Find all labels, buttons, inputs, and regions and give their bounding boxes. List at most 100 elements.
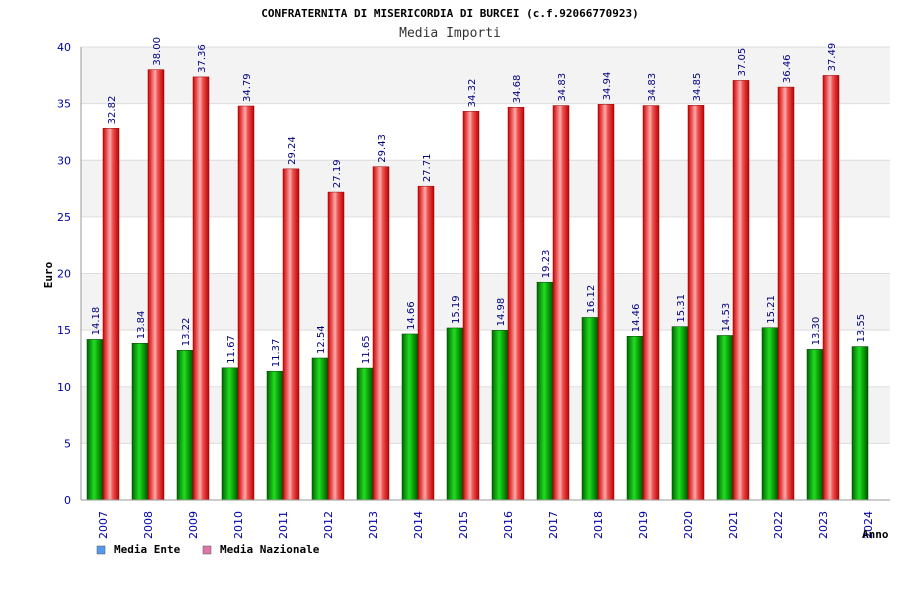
y-tick-label: 10 [57,381,71,394]
legend-swatch-media-nazionale [202,545,212,555]
bar-media-ente-2010 [221,367,239,501]
data-label: 34.83 [647,73,658,102]
x-tick-label: 2017 [547,511,560,539]
data-label: 34.94 [602,72,613,101]
bar-media-ente-2019 [626,335,644,501]
data-label: 11.37 [271,339,282,368]
x-tick-label: 2013 [367,511,380,539]
bar-media-nazionale-2020 [687,105,705,501]
bar-media-nazionale-2021 [732,80,750,501]
x-tick-label: 2007 [97,511,110,539]
y-axis-label: Euro [42,261,55,288]
y-tick-label: 15 [57,324,71,337]
axes [80,47,890,501]
bar-media-nazionale-2019 [642,105,660,501]
y-tick-label: 20 [57,268,71,281]
data-label: 16.12 [586,285,597,314]
grid-band [81,160,890,217]
bar-media-nazionale-2013 [372,166,390,501]
data-label: 14.18 [91,307,102,336]
data-label: 34.83 [557,73,568,102]
data-label: 11.65 [361,335,372,364]
data-label: 13.55 [856,314,867,343]
data-label: 37.05 [737,48,748,77]
x-tick-label: 2023 [817,511,830,539]
bar-media-nazionale-2015 [462,111,480,501]
x-tick-label: 2020 [682,511,695,539]
y-tick-label: 40 [57,41,71,54]
data-label: 19.23 [541,250,552,279]
bar-media-ente-2023 [806,349,824,501]
data-label: 14.66 [406,301,417,330]
bar-media-nazionale-2023 [822,75,840,501]
bar-media-nazionale-2010 [237,105,255,501]
bar-media-ente-2013 [356,367,374,501]
data-label: 38.00 [152,37,163,66]
data-label: 27.19 [332,159,343,188]
chart-subtitle: Media Importi [399,26,501,41]
legend-label-media-nazionale: Media Nazionale [220,543,320,556]
data-label: 15.31 [676,294,687,323]
bar-media-nazionale-2012 [327,191,345,501]
y-tick-label: 25 [57,211,71,224]
data-label: 34.68 [512,75,523,104]
data-label: 15.21 [766,295,777,324]
x-tick-labels: 2007 2008 2009 2010 2011 2012 2013 2014 2015 2016… [97,511,875,539]
legend: Media Ente Media Nazionale [96,543,320,556]
bar-media-ente-2018 [581,317,599,501]
grid-band [81,443,890,500]
x-tick-label: 2019 [637,511,650,539]
data-label: 34.32 [467,79,478,108]
chart-title: CONFRATERNITA DI MISERICORDIA DI BURCEI … [261,7,639,20]
bar-media-ente-2012 [311,357,329,501]
bar-media-nazionale-2008 [147,69,165,501]
bar-media-nazionale-2011 [282,168,300,501]
data-label: 32.82 [107,96,118,125]
bar-media-ente-2009 [176,350,194,501]
data-label: 34.85 [692,73,703,102]
data-label: 13.30 [811,317,822,346]
x-tick-label: 2014 [412,511,425,539]
x-tick-label: 2008 [142,511,155,539]
y-tick-label: 35 [57,98,71,111]
data-label: 13.22 [181,318,192,347]
x-tick-label: 2011 [277,511,290,539]
bar-media-ente-2015 [446,327,464,501]
x-tick-label: 2012 [322,511,335,539]
x-tick-label: 2010 [232,511,245,539]
data-label: 29.24 [287,136,298,165]
data-label: 14.98 [496,298,507,327]
bar-media-nazionale-2017 [552,105,570,501]
grid-bands [81,47,890,500]
bar-media-ente-2007 [86,339,104,501]
data-label: 14.53 [721,303,732,332]
data-label: 14.46 [631,304,642,333]
x-tick-label: 2024 [862,511,875,539]
x-tick-label: 2022 [772,511,785,539]
y-tick-label: 5 [64,437,71,450]
bar-media-ente-2016 [491,330,509,501]
legend-label-media-ente: Media Ente [114,543,181,556]
bar-media-nazionale-2007 [102,128,120,501]
bar-media-ente-2024 [851,346,869,501]
y-tick-labels: 0 5 10 15 20 25 30 35 40 [57,41,71,507]
grid-band [81,273,890,331]
data-labels: 14.18 32.82 13.84 38.00 13.22 37.36 11.67 34.79… [91,37,867,367]
bar-media-nazionale-2009 [192,76,210,501]
grid-band [81,216,890,274]
data-label: 36.46 [782,54,793,83]
data-label: 15.19 [451,295,462,324]
data-label: 11.67 [226,335,237,364]
bar-media-nazionale-2018 [597,104,615,501]
bar-media-ente-2022 [761,327,779,501]
bar-media-nazionale-2022 [777,86,795,501]
x-tick-label: 2015 [457,511,470,539]
bar-media-ente-2017 [536,281,554,501]
bar-media-ente-2014 [401,333,419,501]
grid-band [81,386,890,444]
bar-media-ente-2020 [671,326,689,501]
x-axis-label: Anno [862,528,889,541]
bar-media-nazionale-2014 [417,185,435,501]
